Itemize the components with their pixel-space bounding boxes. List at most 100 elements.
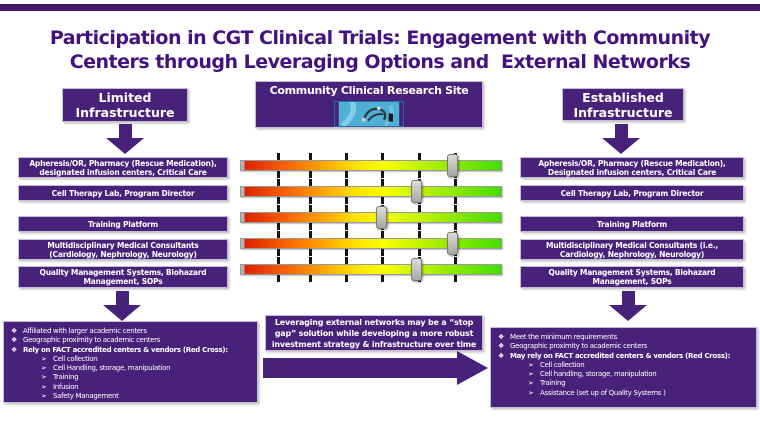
established-infrastructure-label: Established Infrastructure — [574, 90, 673, 120]
arrow-bullet-icon: ➢ — [41, 373, 47, 382]
red-green-scale-bar — [240, 238, 502, 249]
capability-strip: Training Platform — [520, 216, 744, 232]
leveraging-note-text: Leveraging external networks may be a “s… — [271, 317, 477, 349]
capability-strip: Multidisciplinary Medical Consultants (C… — [18, 239, 228, 260]
limited-infrastructure-label: Limited Infrastructure — [76, 90, 175, 120]
community-site-box: Community Clinical Research Site — [255, 81, 483, 128]
slider-row — [240, 153, 502, 178]
strip-label: Multidisciplinary Medical Consultants (C… — [47, 240, 199, 259]
sub-bullet-item: ➢ Training — [528, 379, 751, 388]
bullet-text: Cell collection — [540, 360, 585, 369]
right-arrow-head-icon — [457, 351, 488, 385]
bullet-text: Meet the minimum requirements — [510, 333, 617, 341]
sub-bullet-item: ➢ Cell collection — [41, 355, 252, 364]
arrow-bullet-icon: ➢ — [41, 364, 47, 373]
bullet-item: ❖ Rely on FACT accredited centers & vendo… — [11, 346, 252, 355]
diamond-bullet-icon: ❖ — [11, 345, 17, 354]
diamond-bullet-icon: ❖ — [498, 351, 504, 360]
sub-bullet-item: ➢ Cell handling, storage, manipulation — [528, 370, 751, 379]
capability-strip: Apheresis/OR, Pharmacy (Rescue Medicatio… — [18, 157, 228, 178]
bullet-item: ❖ May rely on FACT accredited centers & v… — [498, 352, 751, 361]
bullet-text: Cell handling, storage, manipulation — [540, 370, 657, 379]
arrow-stem — [118, 124, 132, 138]
arrow-stem — [621, 291, 635, 305]
slider-row — [240, 257, 502, 282]
slider-handle[interactable] — [411, 180, 423, 203]
slider-handle[interactable] — [411, 258, 423, 281]
capability-strip: Quality Management Systems, Biohazard Ma… — [520, 266, 744, 288]
slider-handle[interactable] — [446, 232, 458, 255]
bullet-text: Rely on FACT accredited centers & vendor… — [23, 345, 228, 354]
right-arrow-body — [263, 358, 458, 378]
capability-strip: Training Platform — [18, 216, 228, 232]
diamond-bullet-icon: ❖ — [498, 333, 504, 341]
bullet-text: Safety Management — [53, 392, 119, 401]
bullet-text: Training — [53, 373, 79, 382]
arrow-bullet-icon: ➢ — [528, 388, 534, 397]
slider-row — [240, 231, 502, 256]
arrow-head — [103, 305, 141, 321]
down-arrow-icon — [103, 291, 141, 321]
community-site-label: Community Clinical Research Site — [269, 84, 469, 97]
arrow-bullet-icon: ➢ — [528, 370, 534, 379]
capability-strip: Cell Therapy Lab, Program Director — [18, 185, 228, 201]
slider-handle[interactable] — [446, 154, 458, 177]
bullet-text: Affiliated with larger academic centers — [23, 327, 147, 335]
header-line1: Established — [582, 89, 664, 105]
bullet-item: ❖ Geographic proximity to academic center… — [11, 336, 252, 345]
established-summary-box: ❖ Meet the minimum requirements ❖ Geograph… — [490, 327, 757, 408]
diamond-bullet-icon: ❖ — [11, 336, 17, 345]
strip-label: Cell Therapy Lab, Program Director — [51, 188, 195, 198]
leveraging-note-box: Leveraging external networks may be a “s… — [265, 315, 483, 351]
red-green-scale-bar — [240, 264, 502, 275]
sub-bullet-item: ➢ Safety Management — [41, 392, 252, 401]
bullet-text: Infusion — [53, 382, 79, 391]
diamond-bullet-icon: ❖ — [11, 327, 17, 335]
arrow-head — [602, 138, 640, 154]
sub-bullet-item: ➢ Infusion — [41, 383, 252, 392]
strip-label: Apheresis/OR, Pharmacy (Rescue Medicatio… — [538, 158, 726, 177]
sub-bullet-item: ➢ Cell Handling, storage, manipulation — [41, 364, 252, 373]
arrow-bullet-icon: ➢ — [41, 354, 47, 363]
red-green-scale-bar — [240, 212, 502, 223]
strip-label: Training Platform — [87, 219, 159, 229]
diamond-bullet-icon: ❖ — [498, 342, 504, 351]
strip-label: Apheresis/OR, Pharmacy (Rescue Medicatio… — [29, 158, 217, 177]
sub-bullet-item: ➢ Assistance (set up of Quality Systems ) — [528, 389, 751, 398]
strip-label: Training Platform — [596, 219, 668, 229]
strip-label: Quality Management Systems, Biohazard Ma… — [548, 268, 716, 286]
down-arrow-icon — [602, 124, 640, 154]
bullet-text: May rely on FACT accredited centers & ve… — [510, 351, 731, 360]
clinical-site-photo — [334, 101, 404, 127]
arrow-stem — [614, 124, 628, 138]
page-title: Participation in CGT Clinical Trials: En… — [0, 26, 760, 74]
bullet-item: ❖ Affiliated with larger academic centers — [11, 327, 252, 336]
capability-strip: Apheresis/OR, Pharmacy (Rescue Medicatio… — [520, 157, 744, 178]
header-line2: Infrastructure — [573, 104, 673, 120]
bullet-text: Geographic proximity to academic centers — [510, 342, 648, 351]
capability-strip: Cell Therapy Lab, Program Director — [520, 185, 744, 201]
arrow-bullet-icon: ➢ — [41, 382, 47, 391]
page-title-line1: Participation in CGT Clinical Trials: En… — [49, 27, 711, 49]
bullet-text: Cell collection — [53, 354, 98, 363]
bullet-item: ❖ Meet the minimum requirements — [498, 333, 751, 342]
slider-handle[interactable] — [375, 206, 387, 229]
sub-bullet-item: ➢ Training — [41, 373, 252, 382]
capability-strip: Quality Management Systems, Biohazard Ma… — [18, 266, 228, 288]
top-accent-bar — [0, 4, 760, 11]
bullet-text: Assistance (set up of Quality Systems ) — [540, 388, 666, 397]
slider-row — [240, 179, 502, 204]
bullet-item: ❖ Geographic proximity to academic center… — [498, 342, 751, 351]
limited-summary-box: ❖ Affiliated with larger academic centers… — [3, 321, 258, 403]
arrow-stem — [115, 291, 129, 305]
strip-label: Quality Management Systems, Biohazard Ma… — [39, 268, 207, 286]
header-line1: Limited — [98, 90, 152, 105]
strip-label: Multidisciplinary Medical Consultants (i… — [545, 240, 719, 259]
limited-infrastructure-header: Limited Infrastructure — [62, 88, 188, 122]
sub-bullet-item: ➢ Cell collection — [528, 361, 751, 370]
red-green-scale-bar — [240, 186, 502, 197]
established-infrastructure-header: Established Infrastructure — [562, 88, 684, 121]
arrow-bullet-icon: ➢ — [41, 392, 47, 401]
bullet-text: Training — [540, 379, 566, 388]
